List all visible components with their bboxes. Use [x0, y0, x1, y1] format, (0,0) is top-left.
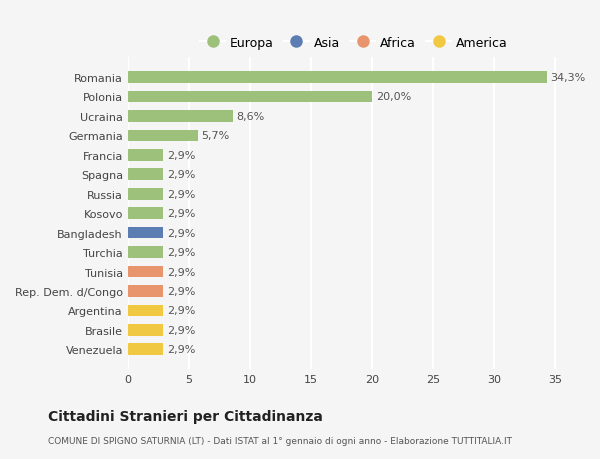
Text: 5,7%: 5,7% — [201, 131, 229, 141]
Bar — [128, 169, 163, 181]
Bar — [128, 246, 163, 258]
Bar — [128, 285, 163, 297]
Text: 2,9%: 2,9% — [167, 267, 196, 277]
Text: COMUNE DI SPIGNO SATURNIA (LT) - Dati ISTAT al 1° gennaio di ogni anno - Elabora: COMUNE DI SPIGNO SATURNIA (LT) - Dati IS… — [48, 436, 512, 445]
Bar — [128, 72, 547, 84]
Bar — [128, 91, 372, 103]
Bar — [128, 325, 163, 336]
Text: 2,9%: 2,9% — [167, 286, 196, 297]
Bar — [128, 130, 197, 142]
Bar — [128, 305, 163, 317]
Bar — [128, 208, 163, 219]
Text: 2,9%: 2,9% — [167, 306, 196, 316]
Bar — [128, 227, 163, 239]
Text: 8,6%: 8,6% — [236, 112, 265, 122]
Text: 20,0%: 20,0% — [376, 92, 411, 102]
Text: 2,9%: 2,9% — [167, 247, 196, 257]
Text: 2,9%: 2,9% — [167, 345, 196, 354]
Text: 2,9%: 2,9% — [167, 228, 196, 238]
Text: 2,9%: 2,9% — [167, 325, 196, 335]
Text: 2,9%: 2,9% — [167, 189, 196, 199]
Bar — [128, 344, 163, 355]
Bar — [128, 150, 163, 161]
Text: 34,3%: 34,3% — [551, 73, 586, 83]
Bar — [128, 266, 163, 278]
Text: 2,9%: 2,9% — [167, 209, 196, 218]
Text: Cittadini Stranieri per Cittadinanza: Cittadini Stranieri per Cittadinanza — [48, 409, 323, 423]
Text: 2,9%: 2,9% — [167, 170, 196, 180]
Bar — [128, 111, 233, 123]
Legend: Europa, Asia, Africa, America: Europa, Asia, Africa, America — [196, 33, 512, 53]
Bar — [128, 189, 163, 200]
Text: 2,9%: 2,9% — [167, 151, 196, 161]
